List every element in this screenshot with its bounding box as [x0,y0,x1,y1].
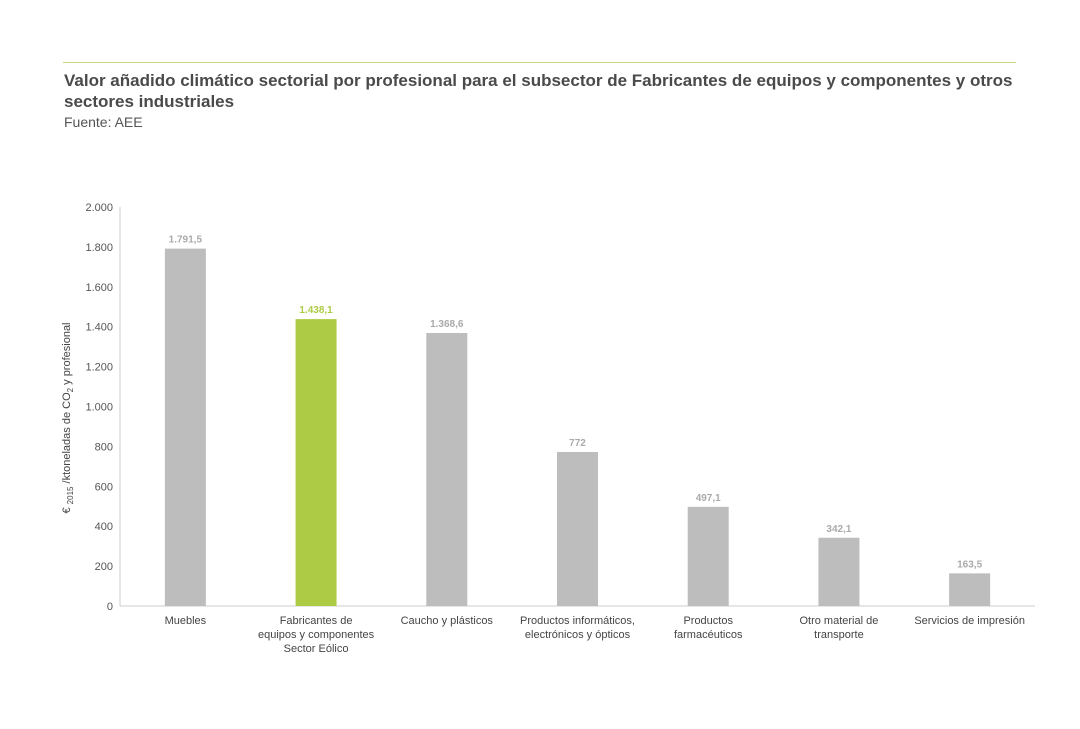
chart-source: Fuente: AEE [64,114,143,130]
x-category-label: transporte [814,629,864,641]
data-label: 772 [569,438,586,449]
x-category-label: Muebles [165,615,207,627]
x-category-label: farmacéuticos [674,629,743,641]
x-category-label: Fabricantes de [280,615,353,627]
y-tick-label: 1.800 [85,242,113,254]
x-category-label: Sector Eólico [284,643,349,655]
y-tick-label: 1.200 [85,362,113,374]
y-tick-label: 0 [107,601,113,613]
x-category-label: Productos [683,615,733,627]
y-tick-label: 1.600 [85,282,113,294]
bar [426,332,468,606]
bar [818,537,860,606]
bar [164,248,206,606]
x-category-label: Caucho y plásticos [401,615,494,627]
x-category-label: Servicios de impresión [914,615,1025,627]
data-label: 497,1 [696,493,721,504]
y-tick-label: 400 [95,521,113,533]
data-label: 1.791,5 [169,235,203,246]
y-tick-label: 2.000 [85,202,113,214]
y-tick-label: 1.400 [85,322,113,334]
bar [687,506,729,606]
bar [949,573,991,606]
data-label: 342,1 [826,524,851,535]
y-tick-label: 600 [95,481,113,493]
data-label: 1.368,6 [430,319,464,330]
y-tick-label: 800 [95,441,113,453]
chart-title: Valor añadido climático sectorial por pr… [64,71,1013,111]
data-label: 1.438,1 [299,305,333,316]
y-tick-label: 1.000 [85,402,113,414]
x-category-label: Otro material de [799,615,878,627]
data-label: 163,5 [957,559,982,570]
top-rule [63,62,1016,63]
x-category-label: equipos y componentes [258,629,375,641]
x-category-label: Productos informáticos, [520,615,635,627]
bar [557,451,598,606]
y-axis-label: € 2015 /ktoneladas de CO2 y profesional [61,322,75,513]
x-category-label: electrónicos y ópticos [525,629,631,641]
y-tick-label: 200 [95,561,113,573]
bar [295,319,337,606]
